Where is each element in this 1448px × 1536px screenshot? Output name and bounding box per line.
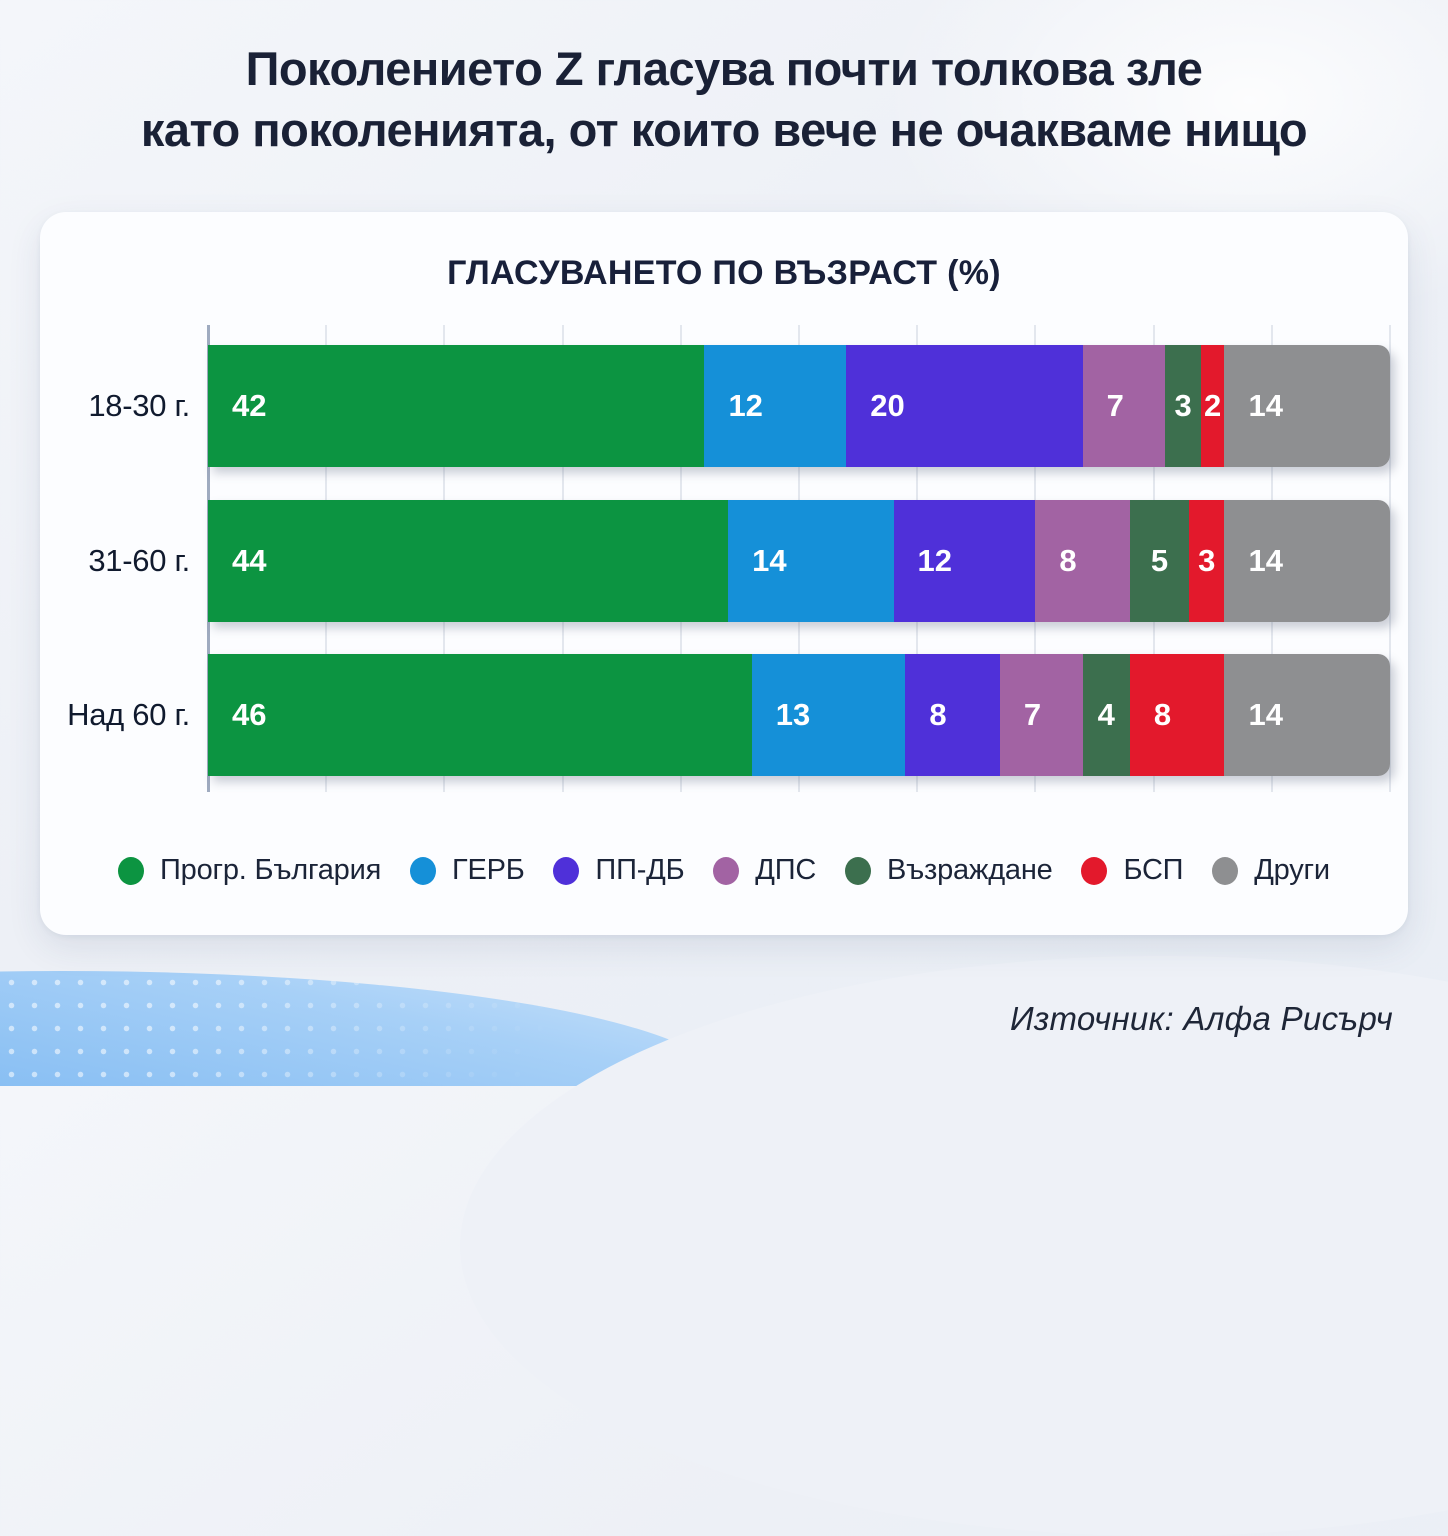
bar-value-label: 7	[1023, 697, 1042, 732]
bar-segment: 2	[1200, 345, 1225, 467]
bar-value-label: 46	[232, 697, 267, 732]
bar-segment: 46	[208, 654, 752, 776]
bar-segment: 4	[1082, 654, 1130, 776]
source-attribution: Източник: Алфа Рисърч	[1009, 1000, 1393, 1037]
legend-label: ПП-ДБ	[595, 854, 685, 886]
legend-item: Възраждане	[844, 854, 1053, 887]
row-label: 31-60 г.	[88, 543, 190, 578]
bar-value-label: 14	[1248, 388, 1283, 423]
bar-row: 44 14 12 8 5 3 14	[208, 500, 1390, 622]
bar-segment: 12	[893, 500, 1036, 622]
bar-value-label: 14	[1248, 543, 1283, 578]
bar-value-label: 8	[929, 697, 947, 732]
bar-row: 46 13 8 7 4 8 14	[208, 654, 1390, 776]
bar-segment: 8	[1129, 654, 1225, 776]
legend-item: БСП	[1081, 854, 1184, 887]
bar-segment: 12	[704, 345, 847, 467]
bar-value-label: 3	[1198, 543, 1216, 578]
legend-label: ДПС	[755, 854, 817, 886]
row-label: Над 60 г.	[67, 697, 190, 732]
legend-label: Прогр. България	[160, 854, 382, 886]
bar-segment: 3	[1165, 345, 1201, 467]
legend-dot-icon	[118, 856, 144, 885]
bar-value-label: 12	[917, 543, 953, 578]
bar-value-label: 8	[1059, 543, 1077, 578]
legend: Прогр. България ГЕРБ ПП-ДБ ДПС Възраждане БСП…	[40, 854, 1408, 887]
chart-card: ГЛАСУВАНЕТО ПО ВЪЗРАСТ (%) 18-30 г. 42 12 2…	[40, 212, 1408, 935]
bar-value-label: 20	[870, 388, 905, 423]
legend-dot-icon	[1081, 856, 1108, 885]
bar-value-label: 2	[1204, 388, 1222, 423]
bar-row: 42 12 20 7 3 2 14	[208, 345, 1390, 467]
bar-value-label: 4	[1097, 697, 1115, 732]
bar-value-label: 5	[1150, 543, 1169, 578]
bar-segment: 7	[999, 654, 1083, 776]
bar-value-label: 14	[752, 543, 787, 578]
legend-dot-icon	[844, 856, 871, 885]
legend-item: ПП-ДБ	[553, 854, 685, 887]
legend-label: Други	[1254, 854, 1330, 886]
bar-segment: 5	[1129, 500, 1190, 622]
bar-value-label: 14	[1248, 697, 1283, 732]
bar-segment: 14	[1224, 654, 1390, 776]
bar-value-label: 13	[775, 697, 811, 732]
bar-segment: 14	[1224, 500, 1390, 622]
legend-item: Други	[1212, 854, 1330, 887]
legend-label: БСП	[1123, 854, 1184, 886]
bar-value-label: 12	[728, 388, 763, 423]
legend-item: ДПС	[713, 854, 816, 887]
legend-dot-icon	[1212, 856, 1239, 885]
legend-item: ГЕРБ	[409, 854, 525, 887]
bar-value-label: 8	[1153, 697, 1172, 732]
legend-dot-icon	[713, 856, 740, 885]
page-title-line2: като поколенията, от които вече не очакв…	[140, 103, 1308, 157]
bar-segment: 8	[1035, 500, 1130, 622]
bar-value-label: 3	[1174, 388, 1192, 423]
bar-segment: 8	[905, 654, 1000, 776]
bar-value-label: 7	[1106, 388, 1124, 423]
page-title-line1: Поколението Z гласува почти толкова зле	[245, 42, 1203, 95]
row-label: 18-30 г.	[88, 388, 190, 423]
legend-item: Прогр. България	[118, 854, 381, 887]
bar-segment: 42	[208, 345, 705, 467]
bar-segment: 14	[1224, 345, 1390, 467]
legend-label: ГЕРБ	[451, 854, 525, 886]
legend-dot-icon	[409, 856, 436, 885]
bar-segment: 13	[751, 654, 906, 776]
bar-segment: 44	[208, 500, 729, 622]
bar-segment: 7	[1082, 345, 1166, 467]
bar-segment: 3	[1189, 500, 1225, 622]
chart-title: ГЛАСУВАНЕТО ПО ВЪЗРАСТ (%)	[447, 254, 1001, 292]
bar-segment: 14	[728, 500, 894, 622]
plot-area: 18-30 г. 42 12 20 7 3 2 14 31-60 г. 44 14 12 8 5 3 14 На…	[67, 325, 1391, 792]
bar-value-label: 44	[232, 543, 267, 578]
legend-dot-icon	[553, 856, 580, 885]
gridline	[1389, 325, 1391, 792]
page-title: Поколението Z гласува почти толкова зле …	[0, 38, 1448, 160]
bar-value-label: 42	[232, 388, 267, 423]
legend-label: Възраждане	[886, 854, 1053, 886]
bar-segment: 20	[846, 345, 1083, 467]
